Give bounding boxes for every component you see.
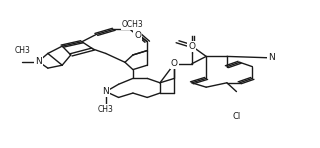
Text: O: O: [171, 59, 178, 68]
Text: N: N: [268, 53, 275, 62]
Text: O: O: [188, 42, 196, 51]
Text: N: N: [102, 87, 109, 96]
Text: O: O: [134, 31, 141, 40]
Text: Cl: Cl: [232, 112, 241, 121]
Text: CH3: CH3: [98, 105, 114, 114]
Text: CH3: CH3: [14, 46, 30, 55]
Text: N: N: [35, 57, 42, 66]
Text: OCH3: OCH3: [122, 20, 144, 29]
